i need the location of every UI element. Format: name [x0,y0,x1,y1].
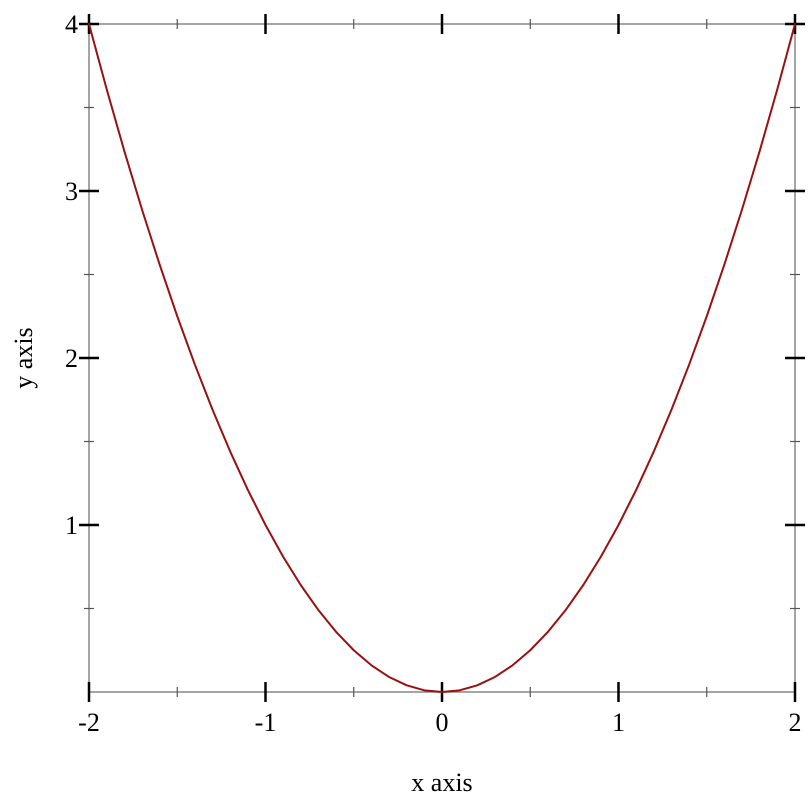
y-tick-label: 3 [65,177,78,206]
plot-border [88,23,796,693]
y-tick-label: 4 [65,10,78,39]
x-tick-label: 1 [612,708,625,737]
x-tick-label: 2 [789,708,802,737]
function-curve [88,23,796,693]
y-tick-label: 1 [65,511,78,540]
y-tick-label: 2 [65,344,78,373]
x-axis-label: x axis [411,768,473,797]
x-tick-label: -1 [255,708,277,737]
x-tick-label: 0 [436,708,449,737]
x-tick-label: -2 [78,708,100,737]
y-axis-label: y axis [9,327,38,389]
